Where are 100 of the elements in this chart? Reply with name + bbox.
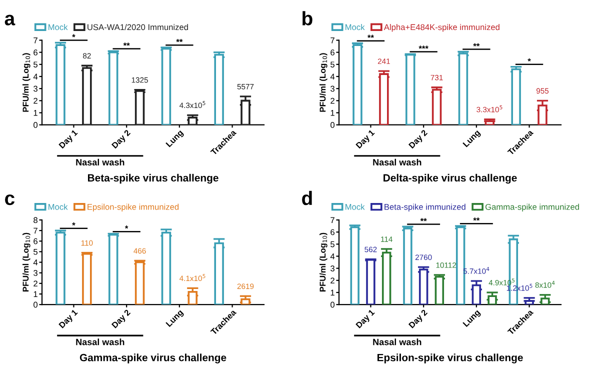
y-tick-label: 2 <box>34 280 38 286</box>
bar <box>540 298 550 305</box>
bar <box>214 54 224 125</box>
y-tick-label: 6 <box>34 50 38 56</box>
annotation: ** <box>420 218 427 222</box>
y-tick-label: 4 <box>330 254 335 260</box>
x-axis-title: Epsilon-spike virus challenge <box>377 354 523 364</box>
y-tick-label: 2 <box>330 278 334 284</box>
bar <box>484 120 495 125</box>
x-tick-label: Day 1 <box>356 129 376 150</box>
bar <box>161 48 172 125</box>
y-tick-label: 8 <box>34 217 38 224</box>
bar <box>161 232 172 305</box>
annotation: * <box>528 58 531 62</box>
annotation: * <box>124 226 128 229</box>
bar <box>366 258 376 305</box>
bar <box>214 242 224 305</box>
y-tick-label: 0 <box>330 302 335 308</box>
y-tick-label: 2 <box>330 98 334 104</box>
y-tick-label: 0 <box>34 122 38 128</box>
chart-title: d <box>302 190 312 206</box>
annotation: ** <box>473 43 480 46</box>
bar <box>458 52 468 125</box>
text: * <box>72 34 76 38</box>
bar <box>538 104 548 125</box>
x-tick-label: Day 1 <box>58 309 80 330</box>
legend-label: Mock <box>346 204 365 210</box>
bar <box>524 300 534 305</box>
y-axis-title: PFU/ml (Log$_{10}$) <box>320 53 328 112</box>
y-tick-label: 7 <box>34 228 38 234</box>
bar <box>352 44 362 125</box>
x-tick-label: Day 2 <box>111 309 132 330</box>
chart-title: a <box>4 14 16 26</box>
y-tick-label: 4 <box>33 74 38 80</box>
y-tick-label: 5 <box>34 248 38 255</box>
y-tick-label: 3 <box>34 86 38 92</box>
y-tick-label: 6 <box>330 50 334 56</box>
bar <box>405 54 416 125</box>
annotation: ** <box>176 38 183 42</box>
bar <box>240 298 250 305</box>
y-tick-label: 0 <box>330 122 335 128</box>
text: ** <box>367 34 374 38</box>
y-tick-label: 3 <box>34 270 38 276</box>
y-tick-label: 3 <box>330 266 334 272</box>
bar <box>472 284 482 305</box>
bar <box>108 51 118 125</box>
bar <box>418 268 428 305</box>
legend-label: Beta-spike immunized <box>384 204 466 212</box>
legend-label: Gamma-spike immunized <box>485 204 579 212</box>
y-tick-label: 1 <box>34 110 38 116</box>
text: Nasal wash <box>373 158 422 166</box>
y-tick-label: 5 <box>330 62 334 68</box>
bar <box>488 295 497 305</box>
x-tick-label: Day 1 <box>58 129 80 150</box>
bar <box>350 226 360 305</box>
y-tick-label: 1 <box>330 110 334 116</box>
legend-label: USA-WA1/2020 Immunized <box>88 24 188 30</box>
y-tick-label: 5 <box>34 62 38 68</box>
x-axis-title: Beta-spike virus challenge <box>88 174 218 184</box>
bar <box>432 88 442 125</box>
y-tick-label: 3 <box>330 86 334 92</box>
bar <box>456 226 466 305</box>
bar <box>434 276 444 305</box>
y-tick-label: 1 <box>34 291 38 298</box>
bar <box>108 234 118 305</box>
annotation: ** <box>473 218 480 221</box>
y-tick-label: 7 <box>330 217 334 223</box>
bar <box>511 68 521 125</box>
x-tick-label: Day 2 <box>408 129 429 150</box>
bar <box>188 290 198 305</box>
annotation: * <box>72 222 76 226</box>
bar <box>134 261 145 305</box>
bar <box>382 252 392 305</box>
annotation: ** <box>123 42 130 46</box>
legend-label: Mock <box>48 24 68 30</box>
y-tick-label: 2 <box>34 98 38 104</box>
bar <box>82 252 92 305</box>
y-tick-label: 5 <box>330 241 334 248</box>
legend-label: Mock <box>346 24 365 30</box>
x-tick-label: Day 1 <box>356 309 376 330</box>
chart-title: b <box>302 11 312 26</box>
y-tick-label: 7 <box>330 38 334 44</box>
x-axis-title: Delta-spike virus challenge <box>384 174 517 184</box>
legend-label: Epsilon-spike immunized <box>88 204 179 212</box>
bar <box>56 232 66 305</box>
text: Nasal wash <box>76 338 124 346</box>
y-tick-label: 4 <box>330 74 335 80</box>
x-tick-label: Day 2 <box>408 309 429 330</box>
bar <box>188 116 198 125</box>
annotation: *** <box>418 46 428 49</box>
y-tick-label: 6 <box>34 238 38 244</box>
text: Nasal wash <box>76 158 124 166</box>
y-axis-title: PFU/ml (Log$_{10}$) <box>320 232 328 292</box>
legend-label: Mock <box>48 204 68 210</box>
y-tick-label: 1 <box>330 290 334 296</box>
y-tick-label: 4 <box>33 260 38 266</box>
bar <box>134 90 145 125</box>
x-tick-label: Day 2 <box>111 129 132 150</box>
y-axis-title: PFU/ml (Log$_{10}$) <box>22 53 30 112</box>
y-axis-title: PFU/ml (Log$_{10}$) <box>22 232 30 292</box>
